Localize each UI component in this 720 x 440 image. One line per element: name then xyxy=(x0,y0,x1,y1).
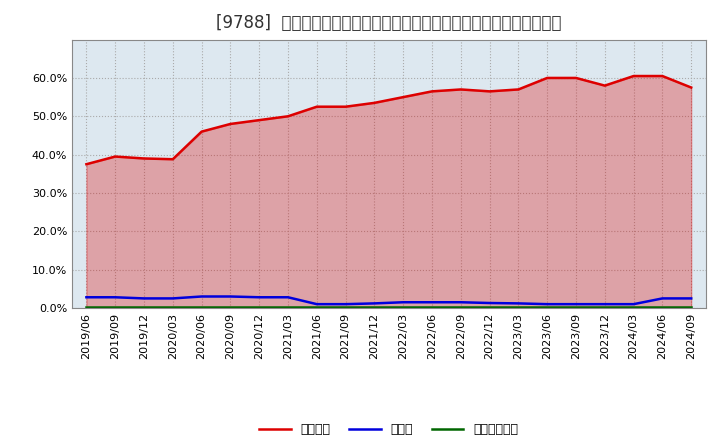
繰延税金資産 xyxy=(111,304,120,310)
繰延税金資産 xyxy=(485,304,494,310)
自己資本 xyxy=(687,85,696,90)
のれん xyxy=(572,301,580,307)
のれん xyxy=(197,294,206,299)
繰延税金資産 xyxy=(255,304,264,310)
繰延税金資産 xyxy=(370,304,379,310)
のれん xyxy=(485,301,494,306)
のれん xyxy=(600,301,609,307)
繰延税金資産 xyxy=(82,304,91,310)
のれん xyxy=(687,296,696,301)
Line: のれん: のれん xyxy=(86,297,691,304)
のれん xyxy=(399,300,408,305)
繰延税金資産 xyxy=(197,304,206,310)
のれん xyxy=(341,301,350,307)
繰延税金資産 xyxy=(514,304,523,310)
自己資本 xyxy=(111,154,120,159)
のれん xyxy=(255,295,264,300)
のれん xyxy=(629,301,638,307)
自己資本 xyxy=(341,104,350,109)
自己資本 xyxy=(600,83,609,88)
のれん xyxy=(312,301,321,307)
のれん xyxy=(284,295,292,300)
繰延税金資産 xyxy=(600,304,609,310)
のれん xyxy=(370,301,379,306)
繰延税金資産 xyxy=(399,304,408,310)
繰延税金資産 xyxy=(687,304,696,310)
繰延税金資産 xyxy=(543,304,552,310)
のれん xyxy=(514,301,523,306)
自己資本 xyxy=(370,100,379,106)
のれん xyxy=(428,300,436,305)
自己資本 xyxy=(485,89,494,94)
Line: 自己資本: 自己資本 xyxy=(86,76,691,164)
自己資本 xyxy=(572,75,580,81)
自己資本 xyxy=(168,157,177,162)
のれん xyxy=(111,295,120,300)
自己資本 xyxy=(514,87,523,92)
繰延税金資産 xyxy=(341,304,350,310)
自己資本 xyxy=(428,89,436,94)
のれん xyxy=(168,296,177,301)
のれん xyxy=(82,295,91,300)
自己資本 xyxy=(226,121,235,127)
自己資本 xyxy=(284,114,292,119)
自己資本 xyxy=(629,73,638,79)
自己資本 xyxy=(658,73,667,79)
自己資本 xyxy=(456,87,465,92)
自己資本 xyxy=(312,104,321,109)
繰延税金資産 xyxy=(312,304,321,310)
のれん xyxy=(226,294,235,299)
のれん xyxy=(140,296,148,301)
繰延税金資産 xyxy=(456,304,465,310)
のれん xyxy=(543,301,552,307)
自己資本 xyxy=(255,117,264,123)
繰延税金資産 xyxy=(226,304,235,310)
のれん xyxy=(658,296,667,301)
繰延税金資産 xyxy=(140,304,148,310)
Legend: 自己資本, のれん, 繰延税金資産: 自己資本, のれん, 繰延税金資産 xyxy=(254,418,523,440)
自己資本 xyxy=(140,156,148,161)
Title: [9788]  自己資本、のれん、繰延税金資産の総資産に対する比率の推移: [9788] 自己資本、のれん、繰延税金資産の総資産に対する比率の推移 xyxy=(216,15,562,33)
繰延税金資産 xyxy=(658,304,667,310)
自己資本 xyxy=(82,161,91,167)
繰延税金資産 xyxy=(284,304,292,310)
繰延税金資産 xyxy=(629,304,638,310)
自己資本 xyxy=(543,75,552,81)
のれん xyxy=(456,300,465,305)
繰延税金資産 xyxy=(428,304,436,310)
繰延税金資産 xyxy=(572,304,580,310)
繰延税金資産 xyxy=(168,304,177,310)
自己資本 xyxy=(399,95,408,100)
自己資本 xyxy=(197,129,206,134)
